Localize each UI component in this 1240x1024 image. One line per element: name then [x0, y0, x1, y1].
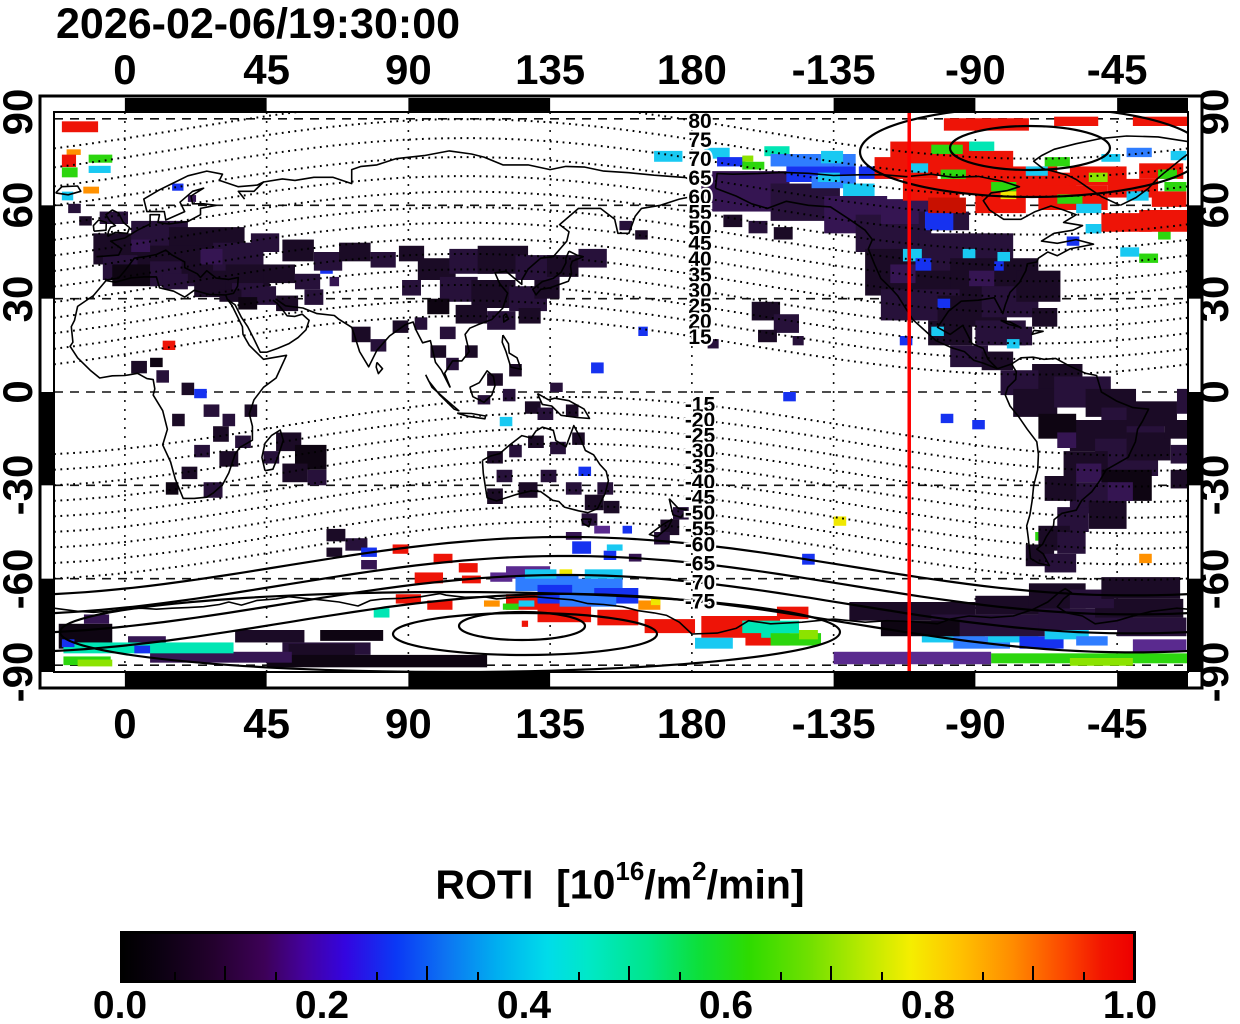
colorbar-tick-labels: 0.0 0.2 0.4 0.6 0.8 1.0 — [93, 984, 1157, 1024]
colorbar-minor-tick — [880, 972, 883, 980]
svg-text:-25: -25 — [685, 424, 716, 447]
svg-text:-55: -55 — [685, 518, 716, 541]
colorbar-title: ROTI [1016/m2/min] — [0, 856, 1240, 909]
map-border — [38, 94, 1204, 690]
colorbar-title-prefix: ROTI [10 — [435, 861, 616, 908]
svg-text:25: 25 — [688, 295, 712, 318]
top-axis-tick-0: 0 — [113, 46, 137, 93]
top-axis-tick-135: 135 — [515, 46, 586, 93]
magnetic-pole-ovals — [59, 112, 1188, 672]
svg-text:-65: -65 — [685, 552, 716, 575]
svg-text:70: 70 — [688, 148, 711, 171]
top-axis-tick--45: -45 — [1086, 46, 1148, 93]
bottom-axis-tick--90: -90 — [945, 700, 1006, 747]
svg-text:-50: -50 — [685, 502, 715, 525]
colorbar-minor-tick — [577, 972, 580, 980]
svg-text:-45: -45 — [685, 487, 716, 510]
colorbar-minor-tick — [981, 972, 984, 980]
top-axis-tick--135: -135 — [791, 46, 876, 93]
colorbar-minor-tick — [426, 966, 428, 980]
svg-text:45: 45 — [688, 233, 712, 256]
colorbar-gradient — [120, 931, 1136, 983]
bottom-axis-tick-180: 180 — [656, 700, 727, 747]
svg-text:50: 50 — [688, 217, 711, 240]
top-axis-tick-45: 45 — [243, 46, 290, 93]
svg-text:-35: -35 — [685, 456, 716, 479]
svg-text:-20: -20 — [685, 409, 715, 432]
svg-text:-60: -60 — [685, 533, 715, 556]
colorbar-minor-tick — [628, 966, 630, 980]
svg-text:-75: -75 — [685, 590, 716, 613]
colorbar-minor-tick — [779, 972, 782, 980]
colorbar-minor-tick — [274, 972, 277, 980]
colorbar-label-0.6: 0.6 — [698, 984, 754, 1024]
colorbar-minor-tick — [1032, 966, 1034, 980]
svg-text:-40: -40 — [685, 471, 715, 494]
colorbar-label-0.4: 0.4 — [496, 984, 552, 1024]
roti-data-pixels — [58, 116, 1188, 668]
magnetic-latitude-contours — [54, 112, 1188, 654]
svg-text:-70: -70 — [685, 571, 715, 594]
colorbar-title-exponent: 16 — [615, 856, 645, 886]
bottom-axis-tick-135: 135 — [515, 700, 586, 747]
colorbar-minor-tick — [1082, 972, 1085, 980]
colorbar-label-0.2: 0.2 — [294, 984, 350, 1024]
colorbar-minor-tick — [173, 972, 176, 980]
svg-text:80: 80 — [688, 110, 711, 133]
bottom-axis-tick-45: 45 — [243, 700, 290, 747]
svg-text:75: 75 — [688, 129, 712, 152]
svg-text:-30: -30 — [685, 440, 715, 463]
svg-text:55: 55 — [688, 202, 712, 225]
colorbar-minor-tick — [224, 966, 226, 980]
top-axis-tick-90: 90 — [385, 46, 432, 93]
bottom-axis-tick-0: 0 — [113, 700, 137, 747]
svg-text:15: 15 — [688, 326, 712, 349]
top-axis-tick-180: 180 — [656, 46, 727, 93]
bottom-axis-tick--45: -45 — [1086, 700, 1148, 747]
colorbar-label-1.0: 1.0 — [1102, 984, 1158, 1024]
colorbar-title-mid: /m — [644, 861, 693, 908]
colorbar-minor-tick — [830, 966, 832, 980]
svg-text:35: 35 — [688, 264, 712, 287]
colorbar-minor-tick — [678, 972, 681, 980]
svg-text:60: 60 — [688, 186, 711, 209]
bottom-axis-tick--135: -135 — [791, 700, 876, 747]
svg-text:20: 20 — [688, 310, 711, 333]
svg-text:30: 30 — [688, 279, 711, 302]
colorbar-title-suffix: /min] — [706, 861, 805, 908]
plot-timestamp-title: 2026-02-06/19:30:00 — [56, 0, 461, 48]
svg-text:40: 40 — [688, 248, 711, 271]
svg-text:-15: -15 — [685, 393, 716, 416]
colorbar-title-exponent2: 2 — [692, 856, 707, 886]
colorbar-label-0.0: 0.0 — [92, 984, 148, 1024]
top-axis-tick--90: -90 — [945, 46, 1006, 93]
colorbar-minor-tick — [476, 972, 479, 980]
bottom-axis-tick-90: 90 — [385, 700, 432, 747]
colorbar-label-0.8: 0.8 — [900, 984, 956, 1024]
svg-text:65: 65 — [688, 167, 712, 190]
colorbar-minor-tick — [375, 972, 378, 980]
